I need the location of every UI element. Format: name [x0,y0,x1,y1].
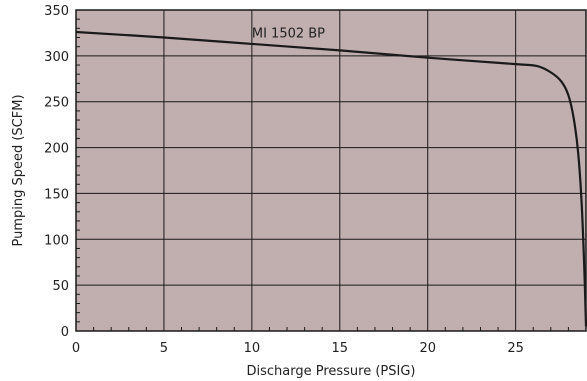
x-tick-labels: 0 5 10 15 20 25 [72,341,524,356]
plot-background [76,10,586,331]
x-tick-label: 25 [507,341,524,356]
x-tick-label: 0 [72,341,80,356]
y-tick-label: 200 [44,142,69,157]
x-tick-label: 15 [332,341,349,356]
y-tick-label: 100 [44,233,69,248]
x-tick-label: 5 [160,341,168,356]
series-line-mi-1502-bp [75,30,587,327]
y-tick-label: 300 [44,50,69,65]
x-tick-label: 10 [244,341,261,356]
horizontal-gridlines [76,55,586,286]
plot-area: MI 1502 BP [75,9,587,332]
y-tick-label: 250 [44,96,69,111]
y-tick-label: 350 [44,4,69,19]
series-annotation-label: MI 1502 BP [252,26,325,41]
x-tick-label: 20 [419,341,436,356]
y-axis-label: Pumping Speed (SCFM) [11,94,26,246]
y-tick-labels: 0 50 100 150 200 250 300 350 [44,4,69,340]
plot-frame [75,9,587,332]
x-axis-label: Discharge Pressure (PSIG) [246,364,415,379]
y-tick-label: 50 [52,279,69,294]
y-tick-label: 150 [44,187,69,202]
y-tick-label: 0 [61,325,69,340]
